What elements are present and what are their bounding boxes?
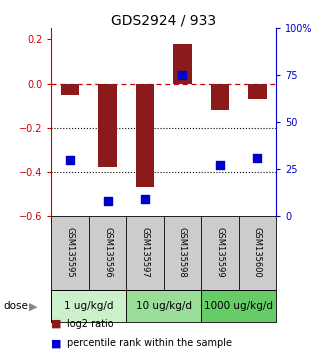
Text: 10 ug/kg/d: 10 ug/kg/d [136, 301, 192, 311]
Text: GSM135597: GSM135597 [141, 227, 150, 278]
Point [217, 162, 222, 168]
Point [105, 198, 110, 204]
Text: percentile rank within the sample: percentile rank within the sample [67, 338, 232, 348]
Text: GSM135596: GSM135596 [103, 227, 112, 278]
Text: 1000 ug/kg/d: 1000 ug/kg/d [204, 301, 273, 311]
Bar [201, 290, 276, 322]
Text: GSM135598: GSM135598 [178, 227, 187, 278]
Text: GSM135600: GSM135600 [253, 227, 262, 278]
Title: GDS2924 / 933: GDS2924 / 933 [111, 13, 216, 27]
Text: GSM135595: GSM135595 [65, 227, 74, 278]
Bar [173, 44, 192, 84]
Point [143, 196, 148, 202]
Bar [248, 84, 267, 99]
Point [255, 155, 260, 161]
Bar [211, 84, 229, 110]
Text: ▶: ▶ [29, 301, 37, 311]
Text: GSM135599: GSM135599 [215, 227, 224, 278]
Text: ■: ■ [51, 338, 62, 348]
Bar [98, 84, 117, 167]
Point [180, 73, 185, 78]
Point [67, 157, 73, 162]
Bar [126, 290, 201, 322]
Bar [51, 290, 126, 322]
Text: 1 ug/kg/d: 1 ug/kg/d [64, 301, 114, 311]
Bar [61, 84, 79, 95]
Text: log2 ratio: log2 ratio [67, 319, 114, 329]
Text: ■: ■ [51, 319, 62, 329]
Text: dose: dose [3, 301, 28, 311]
Bar [135, 84, 154, 187]
